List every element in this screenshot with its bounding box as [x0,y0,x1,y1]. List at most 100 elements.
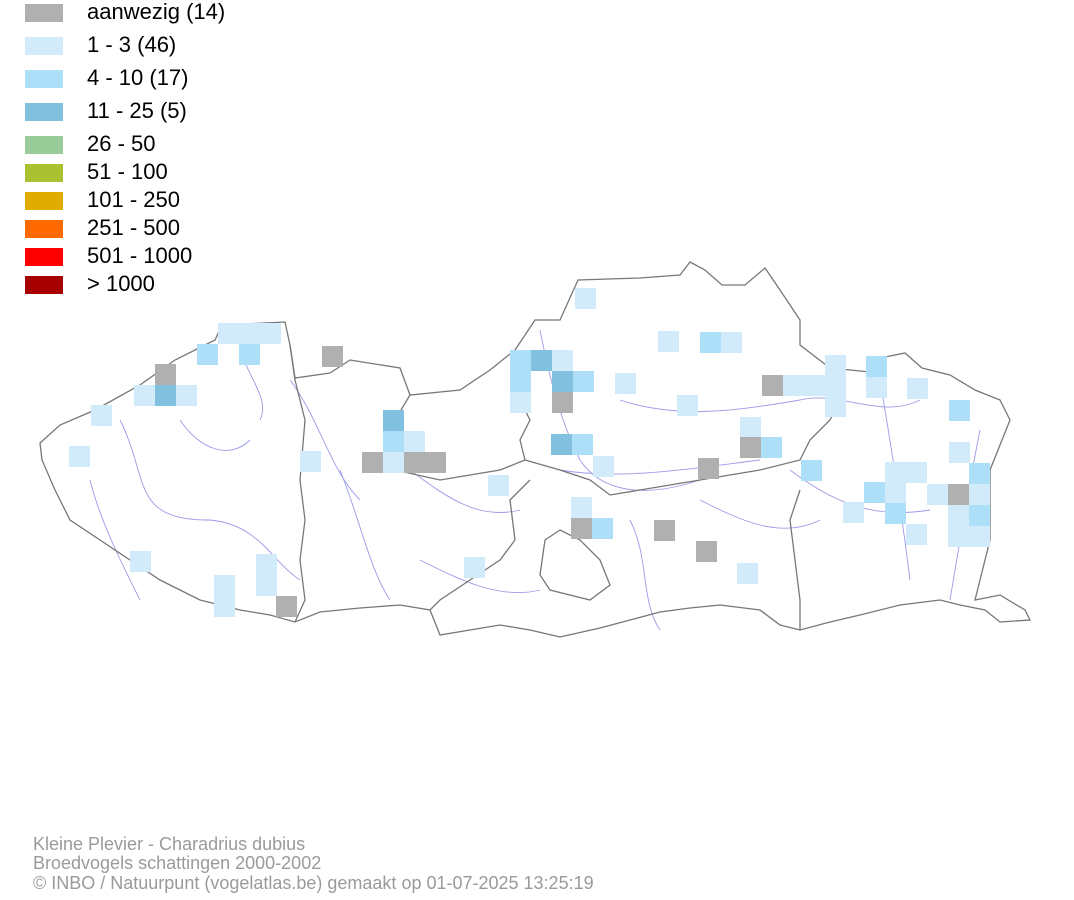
grid-cell [552,371,573,392]
grid-cell [906,462,927,483]
grid-cell [256,575,277,596]
grid-cell [761,437,782,458]
grid-cell [425,452,446,473]
legend-swatch [25,192,63,210]
footer-credit: © INBO / Natuurpunt (vogelatlas.be) gema… [33,873,594,893]
grid-cell [488,475,509,496]
legend-swatch [25,276,63,294]
footer-subtitle: Broedvogels schattingen 2000-2002 [33,853,321,873]
grid-cell [969,526,990,547]
grid-cell [362,452,383,473]
province-borders [289,344,841,630]
grid-cell [404,431,425,452]
legend-label: 4 - 10 (17) [87,65,189,90]
grid-cell [551,434,572,455]
grid-cell [404,452,425,473]
region-outline [39,261,1032,638]
distribution-cells [69,288,990,617]
grid-cell [804,375,825,396]
grid-cell [866,377,887,398]
grid-cell [969,484,990,505]
grid-cell [197,344,218,365]
grid-cell [91,405,112,426]
grid-cell [721,332,742,353]
legend-label: 11 - 25 (5) [87,98,187,123]
legend-swatch [25,220,63,238]
grid-cell [949,442,970,463]
grid-cell [740,417,761,438]
grid-cell [615,373,636,394]
grid-cell [510,350,531,371]
legend-swatch [25,37,63,55]
grid-cell [783,375,804,396]
grid-cell [69,446,90,467]
legend-label: 51 - 100 [87,159,168,184]
grid-cell [276,596,297,617]
legend-swatch [25,248,63,266]
grid-cell [155,385,176,406]
grid-cell [969,505,990,526]
grid-cell [592,518,613,539]
legend-label: > 1000 [87,271,155,296]
grid-cell [300,451,321,472]
grid-cell [677,395,698,416]
grid-cell [572,434,593,455]
grid-cell [885,462,906,483]
grid-cell [825,375,846,396]
grid-cell [737,563,758,584]
grid-cell [885,482,906,503]
grid-cell [949,400,970,421]
grid-cell [927,484,948,505]
grid-cell [531,350,552,371]
grid-cell [552,392,573,413]
grid-cell [573,371,594,392]
grid-cell [696,541,717,562]
grid-cell [130,551,151,572]
grid-cell [256,554,277,575]
grid-cell [866,356,887,377]
grid-cell [658,331,679,352]
legend-swatch [25,4,63,22]
legend-label: 501 - 1000 [87,243,192,268]
grid-cell [969,463,990,484]
grid-cell [825,396,846,417]
legend-swatch [25,136,63,154]
grid-cell [843,502,864,523]
grid-cell [740,437,761,458]
grid-cell [383,431,404,452]
grid-cell [510,392,531,413]
grid-cell [239,323,260,344]
legend-label: 101 - 250 [87,187,180,212]
grid-cell [552,350,573,371]
grid-cell [134,385,155,406]
grid-cell [698,458,719,479]
grid-cell [762,375,783,396]
grid-cell [383,410,404,431]
grid-cell [510,371,531,392]
legend-swatch [25,103,63,121]
grid-cell [176,385,197,406]
grid-cell [214,575,235,596]
grid-cell [322,346,343,367]
legend-label: 1 - 3 (46) [87,32,176,57]
grid-cell [218,323,239,344]
grid-cell [155,364,176,385]
grid-cell [383,452,404,473]
legend-label: aanwezig (14) [87,0,225,24]
grid-cell [214,596,235,617]
grid-cell [885,503,906,524]
grid-cell [825,355,846,376]
grid-cell [948,484,969,505]
legend-swatch [25,70,63,88]
grid-cell [907,378,928,399]
grid-cell [948,526,969,547]
grid-cell [864,482,885,503]
grid-cell [700,332,721,353]
legend-label: 251 - 500 [87,215,180,240]
grid-cell [593,456,614,477]
legend: aanwezig (14) 1 - 3 (46) 4 - 10 (17) 11 - 2… [25,0,225,296]
map [39,261,1032,638]
grid-cell [948,505,969,526]
grid-cell [575,288,596,309]
